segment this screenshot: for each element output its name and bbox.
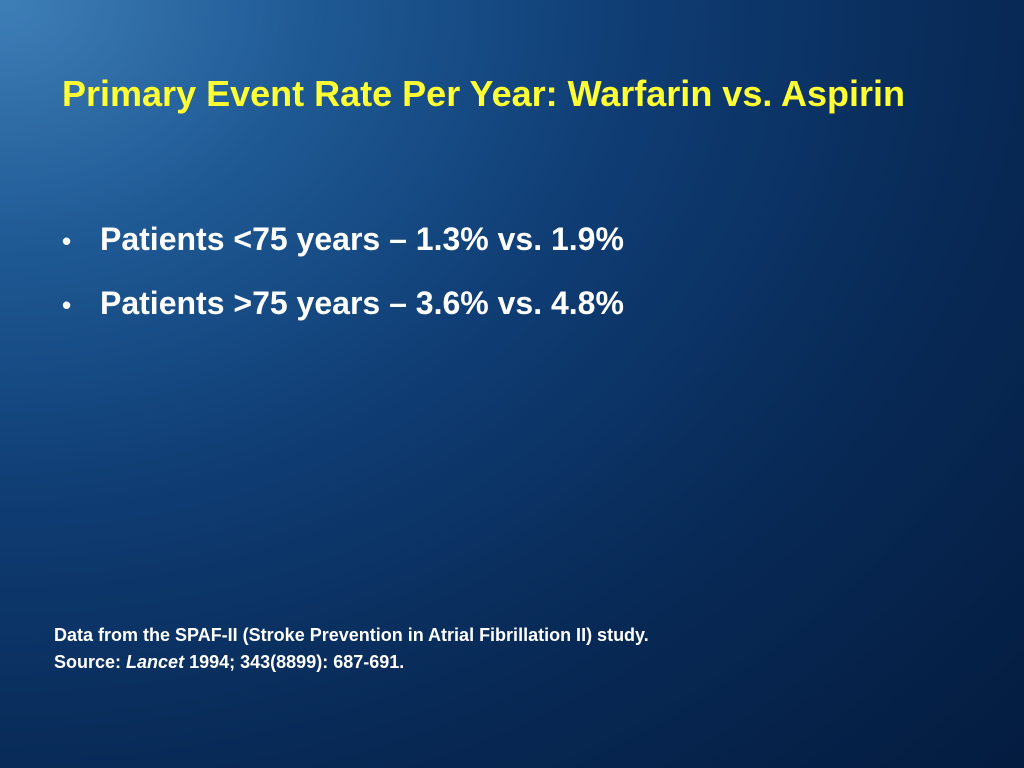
bullet-item: • Patients <75 years – 1.3% vs. 1.9% <box>62 216 962 264</box>
footnote-citation: 1994; 343(8899): 687-691. <box>189 652 405 672</box>
bullet-text: Patients >75 years – 3.6% vs. 4.8% <box>100 285 624 321</box>
bullet-marker: • <box>62 226 72 256</box>
bullet-list: • Patients <75 years – 1.3% vs. 1.9% • P… <box>62 216 962 344</box>
slide-title: Primary Event Rate Per Year: Warfarin vs… <box>62 73 906 114</box>
footnote-source-line: Source: Lancet 1994; 343(8899): 687-691. <box>54 649 954 676</box>
bullet-text: Patients <75 years – 1.3% vs. 1.9% <box>100 221 624 257</box>
footnote-journal: Lancet <box>126 652 185 672</box>
footnote-study-line: Data from the SPAF-II (Stroke Prevention… <box>54 625 649 645</box>
footnote: Data from the SPAF-II (Stroke Prevention… <box>54 622 954 676</box>
bullet-item: • Patients >75 years – 3.6% vs. 4.8% <box>62 280 962 328</box>
bullet-marker: • <box>62 290 72 320</box>
footnote-source-label: Source: <box>54 652 122 672</box>
